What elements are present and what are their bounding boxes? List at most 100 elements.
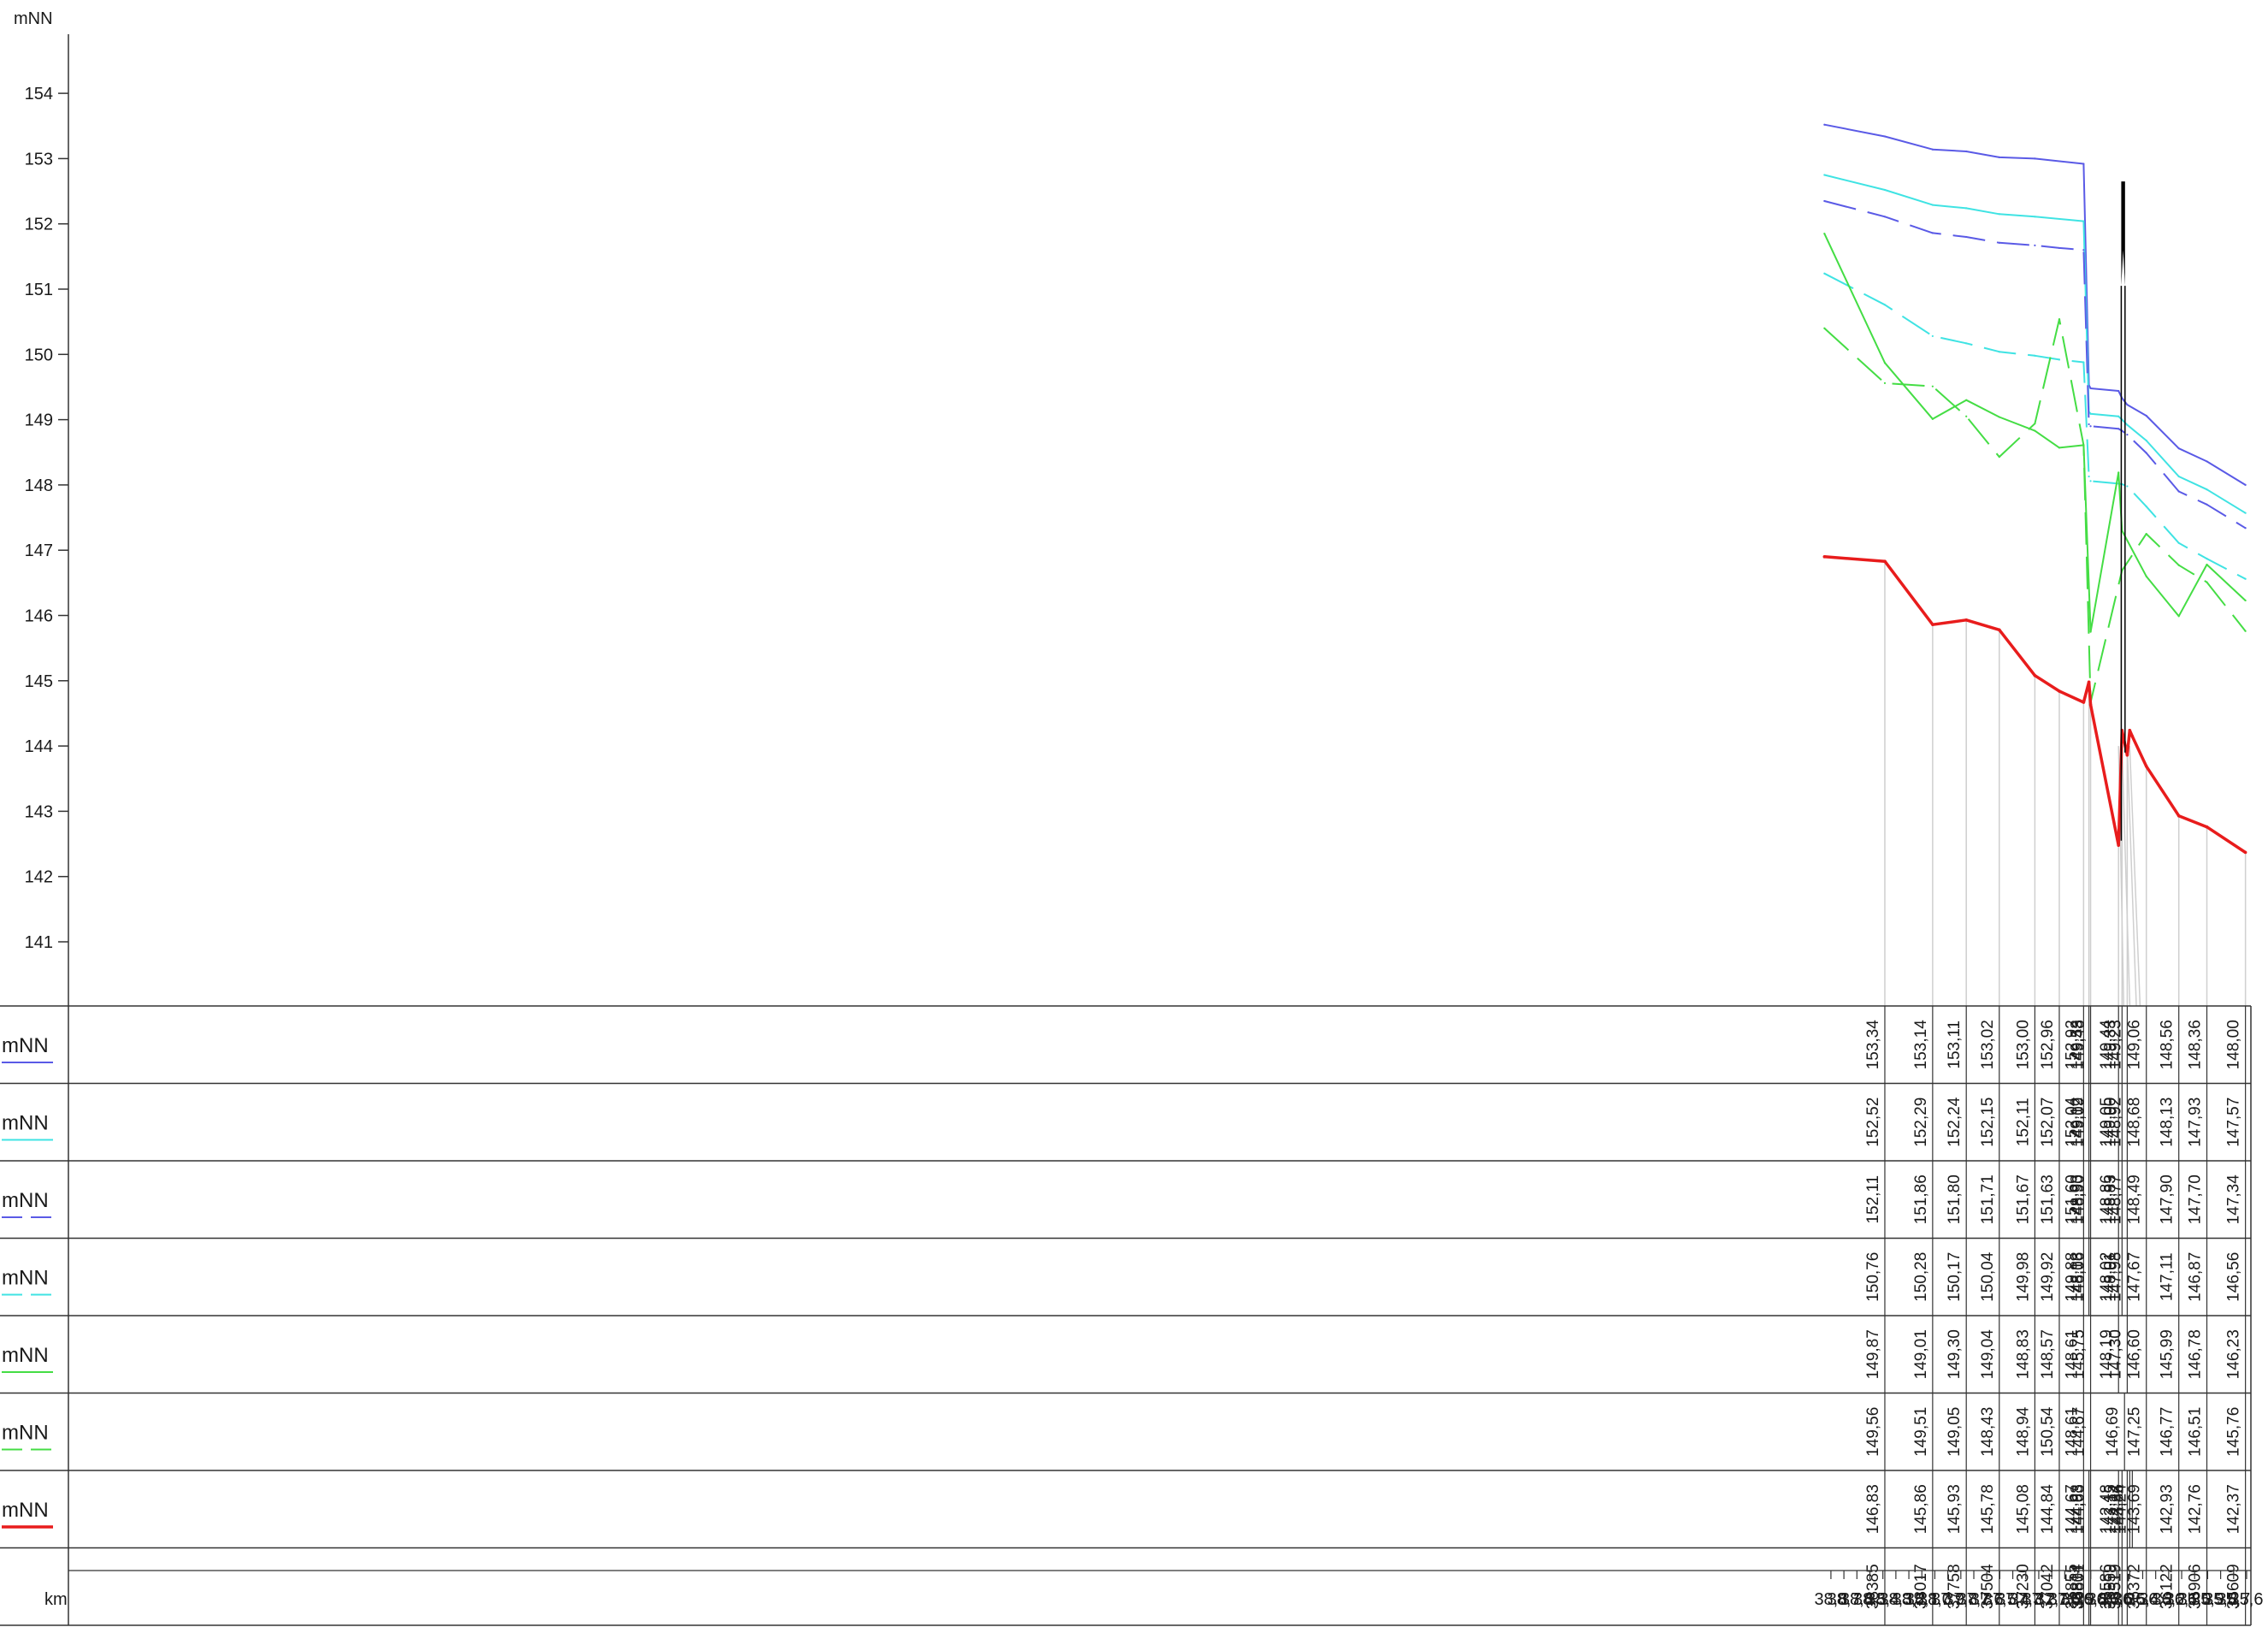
table-cell-value: 147,67 [2126,1252,2144,1302]
x-tick-label: 35,9 [2191,1590,2224,1609]
series-5-point [2145,533,2147,535]
table-cell-value: 150,17 [1946,1252,1964,1302]
series-3-point [1931,334,1934,338]
series-2-point [2177,490,2180,493]
series-6-point [1822,555,1827,559]
series-1-point [1931,204,1934,206]
series-4-point [1965,399,1968,401]
table-cell-value: 150,54 [2039,1406,2057,1457]
x-tick-label: 36,5 [2113,1590,2147,1609]
series-4-point [2244,599,2247,602]
table-row-unit: mNN [2,1189,49,1212]
x-tick-label: 36,3 [2139,1590,2172,1609]
y-tick-label: 152 [25,216,53,234]
table-cell-value: 144,24 [2106,1484,2124,1535]
value-table: mNN 153,34 153,14 153,11 153,02 153,00 152,96 1… [0,1005,2252,1626]
series-1-point [2244,512,2247,514]
x-tick-label: 36,0 [2178,1590,2212,1609]
table-cell-value: 149,05 [1946,1407,1964,1457]
series-2-point [2082,249,2085,251]
series-4-point [2206,563,2208,566]
series-2-point [2244,527,2247,530]
table-cell-value: 148,57 [2039,1329,2057,1379]
table-cell-value: 149,30 [1946,1329,1964,1379]
series-0-point [1883,135,1887,138]
table-cell-value: 149,23 [2106,1020,2124,1069]
table-cell-value: 147,11 [2159,1252,2176,1301]
table-cell-value: 149,00 [2101,1097,2119,1147]
structure-marker [2120,181,2126,841]
station-id-label: 36519 [2106,1564,2124,1609]
series-2-point [2145,452,2147,454]
table-cell-value: 146,23 [2225,1329,2243,1379]
table-cell-value: 148,94 [2014,1406,2032,1457]
series-4-point [2089,630,2092,633]
table-cell-value: 146,51 [2187,1407,2205,1457]
x-tick-label: 38,1 [1905,1590,1939,1609]
series-6-point [2082,701,2086,704]
x-tick-label: 37,6 [1970,1590,2004,1609]
table-cell-value: 145,78 [1979,1484,1997,1534]
table-cell-value: 144,84 [2039,1484,2057,1535]
series-line-2 [1824,200,2247,530]
table-cell-value: 145,76 [2225,1407,2243,1457]
table-cell-value: 145,86 [1912,1484,1930,1534]
table-cell-value: 144,98 [2069,1484,2087,1534]
table-cell-value: 151,71 [1979,1174,1997,1224]
table-cell-value: 147,57 [2225,1097,2243,1147]
table-cell-value: 148,86 [2098,1174,2116,1224]
x-tick-label: 36,2 [2152,1590,2185,1609]
table-cell-value: 149,05 [2098,1097,2116,1147]
series-4-point [1883,362,1887,364]
station-id-label: 36122 [2159,1564,2176,1609]
table-cell-value: 146,83 [1864,1484,1882,1534]
series-0-point [2206,460,2208,463]
table-cell-value: 142,76 [2187,1484,2205,1534]
station-leader-line [2121,746,2131,1007]
series-0-point [2117,389,2120,393]
series-5-point [2244,630,2247,632]
table-cell-value: 147,98 [2106,1252,2124,1302]
table-cell-value: 148,61 [2063,1329,2081,1379]
x-tick-label: 37,4 [1996,1590,2029,1609]
series-6-point [1931,623,1934,626]
table-cell-value: 149,87 [1864,1329,1882,1379]
table-cell-value: 147,30 [2106,1329,2124,1379]
table-cell-value: 149,33 [2101,1020,2119,1069]
x-tick-label: 38,5 [1853,1590,1887,1609]
table-cell-value: 152,92 [2063,1020,2081,1069]
series-3-point [2206,558,2208,560]
table-row-unit: mNN [2,1267,49,1290]
y-tick-label: 148 [25,476,53,495]
y-tick-label: 142 [25,868,53,887]
station-leader-line [2129,746,2141,1007]
table-cell-value: 149,09 [2070,1097,2088,1147]
table-cell-value: 148,36 [2187,1020,2205,1069]
series-6-point [2117,843,2121,847]
series-3-point [1823,272,1826,275]
table-cell-value: 147,25 [2126,1407,2144,1457]
series-6-point [2176,814,2181,818]
table-cell-value: 149,01 [1912,1329,1930,1379]
series-5-point [2082,444,2085,447]
table-cell-value: 152,96 [2039,1020,2057,1069]
y-axis-label: mNN [14,9,53,28]
table-cell-value: 145,93 [1946,1484,1964,1534]
series-6-point [2144,764,2148,768]
x-tick-label: 36,8 [2074,1590,2107,1609]
series-line-0 [1824,123,2247,486]
table-cell-value: 152,24 [1946,1097,1964,1147]
station-lines [1884,561,2247,1007]
table-cell-value: 143,15 [2101,1484,2119,1534]
table-cell-value: 151,86 [1912,1174,1930,1224]
table-cell-value: 153,34 [1864,1020,1882,1070]
series-0-point [2034,157,2036,160]
x-tick-label: 35,8 [2204,1590,2237,1609]
series-3-point [1883,304,1887,306]
table-cell-value: 153,14 [1912,1020,1930,1070]
table-cell-value: 148,06 [2070,1252,2088,1302]
x-tick-label: 37,5 [1983,1590,2017,1609]
series-5-point [1823,327,1826,329]
table-row-unit: mNN [2,1422,49,1445]
